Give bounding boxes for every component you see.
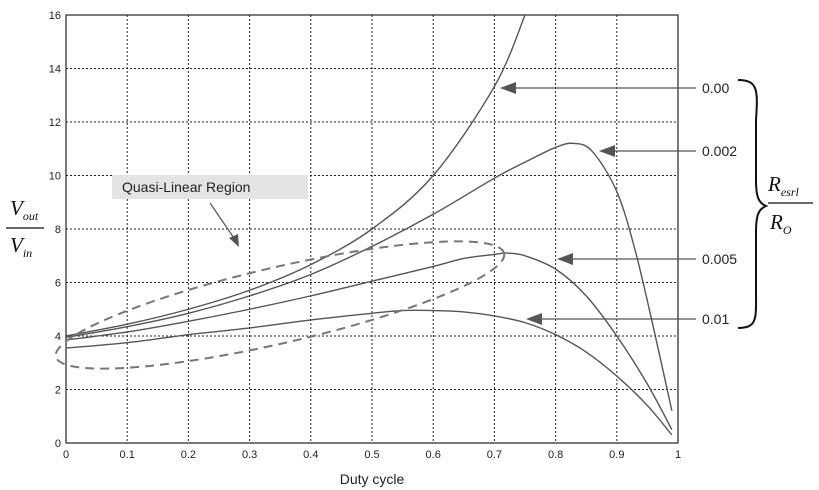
series-arrowhead-2 [557, 253, 573, 265]
brace-numerator-sub: esrl [781, 185, 800, 199]
y-tick-label: 14 [49, 64, 61, 76]
x-tick-label: 0.7 [487, 449, 502, 461]
series-line-1 [66, 142, 673, 412]
x-tick-label: 0.8 [548, 449, 563, 461]
x-tick-label: 1 [675, 449, 681, 461]
svg-text:Resrl: Resrl [767, 172, 799, 199]
ylabel-numerator-sub: out [23, 209, 39, 223]
quasi-linear-region-ellipse [54, 240, 506, 370]
x-tick-label: 0.5 [364, 449, 379, 461]
x-axis-label: Duty cycle [340, 471, 405, 487]
plot-frame [65, 14, 679, 444]
series-label-1: 0.002 [702, 143, 737, 159]
series-arrowhead-1 [599, 145, 615, 157]
series-line-3 [66, 309, 673, 436]
brace-label: Resrl RO [767, 172, 813, 237]
y-axis-label: Vout Vin [6, 196, 44, 260]
curly-brace [737, 79, 769, 329]
y-tick-label: 0 [55, 438, 61, 450]
y-axis-ticks: 0 2 4 6 8 10 12 14 16 [49, 10, 61, 450]
x-tick-label: 0.4 [303, 449, 318, 461]
x-tick-label: 0.3 [242, 449, 257, 461]
grid [66, 15, 678, 443]
y-tick-label: 2 [55, 385, 61, 397]
series-curves [66, 15, 673, 436]
series-label-arrows [500, 82, 696, 325]
y-tick-label: 6 [55, 278, 61, 290]
brace-denominator-sub: O [783, 223, 792, 237]
svg-text:RO: RO [769, 210, 792, 237]
region-label-arrow [209, 202, 237, 242]
ylabel-denominator-sub: in [23, 246, 32, 260]
ylabel-numerator: V [10, 196, 25, 220]
svg-text:Vin: Vin [10, 233, 32, 260]
ylabel-denominator: V [10, 233, 25, 257]
series-line-2 [66, 252, 673, 430]
series-arrowhead-0 [500, 82, 516, 94]
series-label-3: 0.01 [702, 311, 729, 327]
x-tick-label: 0.2 [181, 449, 196, 461]
y-tick-label: 8 [55, 224, 61, 236]
brace-denominator: R [769, 210, 783, 234]
brace-numerator: R [767, 172, 781, 196]
y-tick-label: 10 [49, 171, 61, 183]
y-tick-label: 12 [49, 117, 61, 129]
y-tick-label: 4 [55, 331, 61, 343]
region-label: Quasi-Linear Region [122, 179, 250, 195]
x-axis-ticks: 0 0.1 0.2 0.3 0.4 0.5 0.6 0.7 0.8 0.9 1 [63, 449, 681, 461]
region-label-background [112, 175, 308, 199]
svg-text:Vout: Vout [10, 196, 39, 223]
x-tick-label: 0.1 [120, 449, 135, 461]
series-label-0: 0.00 [702, 80, 729, 96]
series-label-2: 0.005 [702, 251, 737, 267]
region-label-arrowhead [229, 234, 239, 247]
series-line-0 [66, 15, 526, 337]
y-tick-label: 16 [49, 10, 61, 22]
x-tick-label: 0.6 [426, 449, 441, 461]
x-tick-label: 0.9 [609, 449, 624, 461]
x-tick-label: 0 [63, 449, 69, 461]
series-arrowhead-3 [526, 313, 542, 325]
